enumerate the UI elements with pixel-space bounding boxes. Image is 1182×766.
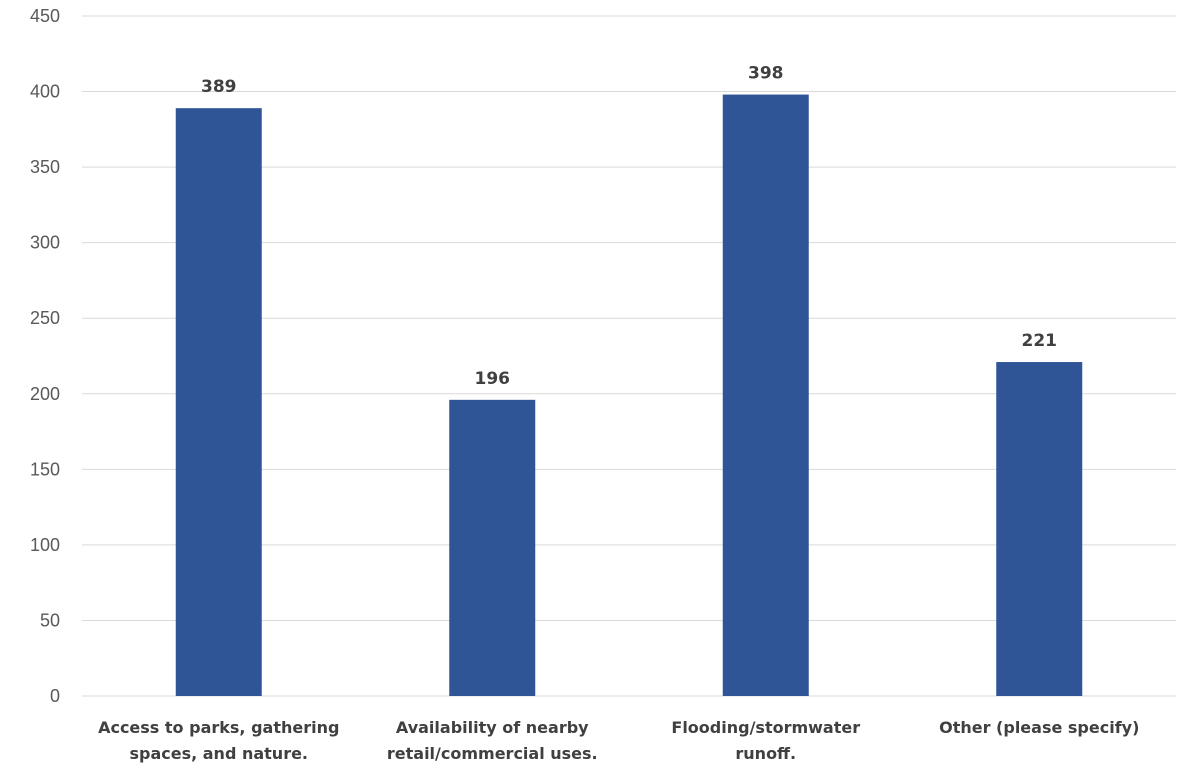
y-axis: 0 50 100 150 200 250 300 350 400 450 [30,6,60,706]
y-tick-label: 350 [30,157,60,177]
data-labels: 389 196 398 221 [201,64,1057,389]
y-tick-label: 450 [30,6,60,26]
x-tick-label: Flooding/stormwater runoff. [671,718,860,763]
y-tick-label: 300 [30,233,60,253]
x-tick-label-line: Flooding/stormwater [671,718,860,737]
data-label: 389 [201,77,237,97]
y-tick-label: 150 [30,459,60,479]
y-tick-label: 0 [50,686,60,706]
bar [722,94,809,697]
x-tick-label-line: runoff. [735,744,796,763]
x-tick-label-line: spaces, and nature. [129,744,308,763]
x-tick-label: Access to parks, gathering spaces, and na… [98,718,339,763]
bars [175,94,1083,697]
data-label: 398 [748,64,784,84]
y-tick-label: 250 [30,308,60,328]
y-tick-label: 100 [30,535,60,555]
x-tick-label-line: Availability of nearby [396,718,589,737]
y-tick-label: 400 [30,82,60,102]
x-tick-label-line: retail/commercial uses. [387,744,598,763]
x-tick-label: Availability of nearby retail/commercial … [387,718,598,763]
bar [175,108,262,696]
bar [449,399,536,696]
x-tick-label-line: Access to parks, gathering [98,718,339,737]
y-tick-label: 50 [40,610,60,630]
x-tick-label: Other (please specify) [939,718,1139,737]
x-axis: Access to parks, gathering spaces, and na… [98,718,1139,763]
data-label: 221 [1022,331,1058,351]
gridlines [82,15,1176,697]
data-label: 196 [475,369,511,389]
x-tick-label-line: Other (please specify) [939,718,1139,737]
y-tick-label: 200 [30,384,60,404]
bar [996,362,1083,696]
